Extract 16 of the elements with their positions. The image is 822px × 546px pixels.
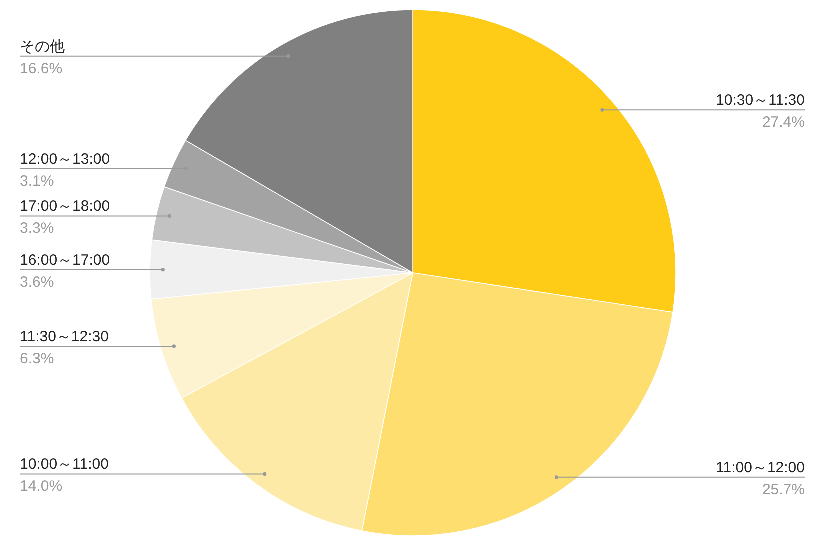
slice-label: 17:00～18:00: [20, 198, 110, 216]
data-label: 27.4%: [762, 114, 805, 132]
slice-label: 10:00～11:00: [20, 456, 109, 474]
slice-label: その他: [20, 38, 65, 56]
slice-label: 11:00～12:00: [716, 459, 805, 476]
slice-label: 11:30～12:30: [20, 328, 109, 346]
slice-label: 10:30～11:30: [716, 92, 805, 110]
data-label: 16.6%: [20, 60, 63, 78]
slice-label: 16:00～17:00: [20, 252, 110, 269]
data-label: 3.1%: [20, 172, 54, 190]
data-label: 3.6%: [20, 274, 54, 291]
data-label: 25.7%: [762, 481, 805, 498]
slice-label: 12:00～13:00: [20, 150, 110, 168]
data-label: 14.0%: [20, 478, 63, 496]
data-label: 3.3%: [20, 220, 54, 238]
data-label: 6.3%: [20, 350, 54, 368]
